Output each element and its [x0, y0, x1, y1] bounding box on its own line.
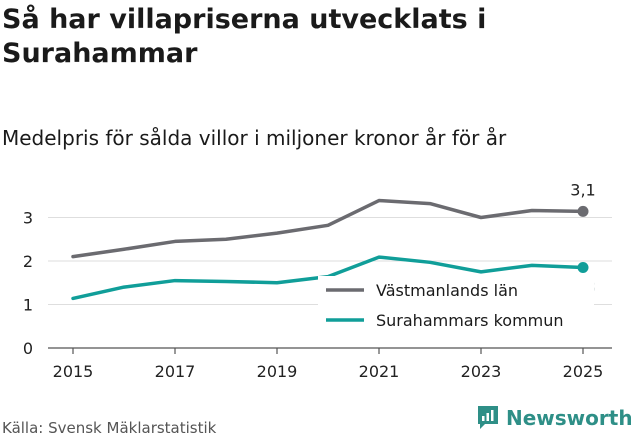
x-tick-label: 2015 — [53, 362, 94, 381]
newsworthy-logo-icon — [478, 406, 498, 429]
x-tick-label: 2023 — [461, 362, 502, 381]
chart-title: Så har villapriserna utvecklats i Suraha… — [2, 4, 487, 69]
legend-label-2: Surahammars kommun — [376, 311, 564, 330]
x-tick-label: 2017 — [155, 362, 196, 381]
x-tick-label: 2019 — [257, 362, 298, 381]
x-tick-label: 2025 — [563, 362, 604, 381]
series-end-label-1: 3,1 — [570, 180, 595, 199]
brand-name: Newsworthy — [506, 406, 631, 430]
legend-background — [318, 276, 594, 334]
y-axis-ticks: 0 1 2 3 — [23, 209, 33, 359]
legend-label-1: Västmanlands län — [376, 281, 518, 300]
chart-subtitle: Medelpris för sålda villor i miljoner kr… — [2, 126, 507, 150]
x-axis-ticks: 2015 2017 2019 2021 2023 2025 — [53, 348, 604, 381]
series-line-1 — [71, 198, 585, 259]
grid-lines — [48, 217, 612, 349]
y-tick-label: 1 — [23, 296, 33, 315]
x-tick-label: 2021 — [359, 362, 400, 381]
series-end-point-1 — [577, 205, 589, 217]
brand-logo: Newsworthy — [476, 405, 631, 431]
y-tick-label: 3 — [23, 209, 33, 228]
y-tick-label: 0 — [23, 339, 33, 358]
y-tick-label: 2 — [23, 252, 33, 271]
legend: Västmanlands län Surahammars kommun — [318, 276, 594, 334]
series-end-point-2 — [577, 262, 589, 274]
source-note: Källa: Svensk Mäklarstatistik — [2, 419, 217, 437]
